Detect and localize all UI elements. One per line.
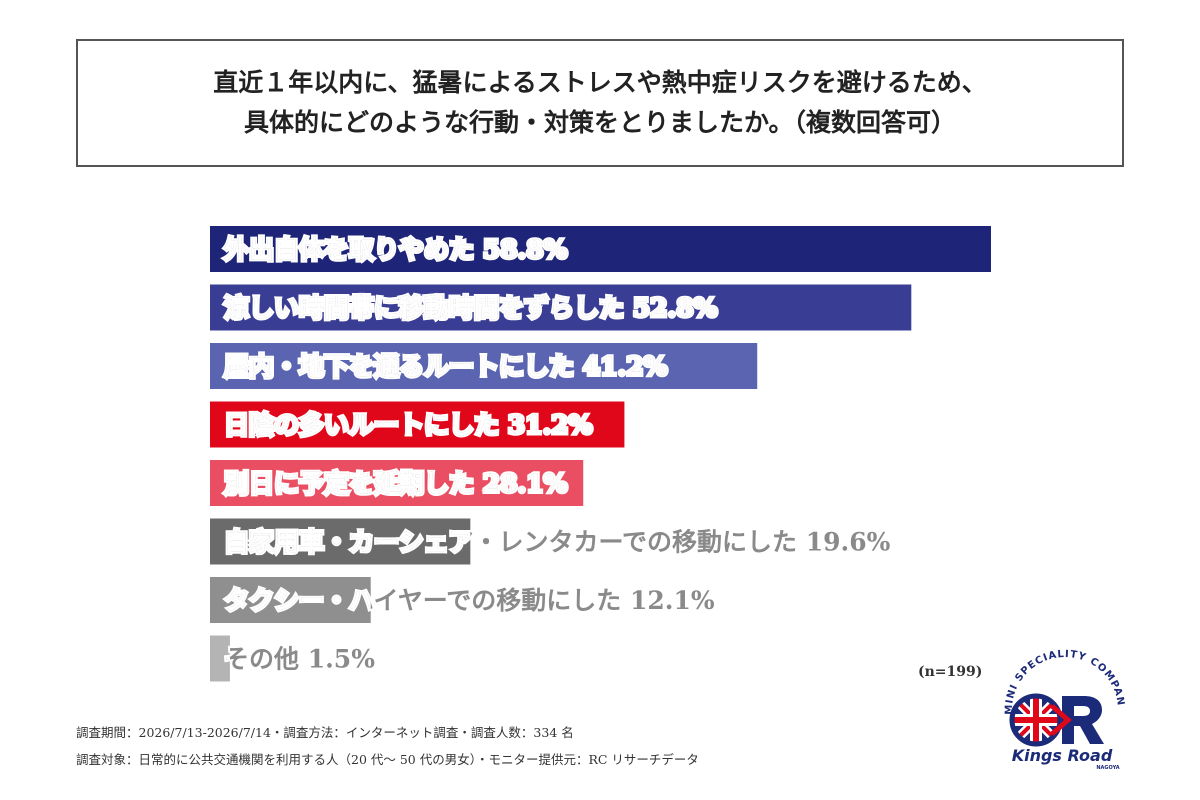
bar-label-inner-2: 涼しい時間帯に移動時間をずらした 52.8%	[224, 294, 718, 323]
bar-6	[210, 518, 471, 565]
bar-label-inner-3: 屋内・地下を通るルートにした 41.2%	[224, 352, 668, 381]
bar-4	[210, 401, 625, 448]
arrow-icon	[1050, 704, 1072, 736]
logo-name: Kings Road	[1012, 746, 1113, 765]
bar-7	[210, 577, 371, 623]
bar-2	[210, 284, 912, 331]
survey-target-note: 調査対象：日常的に公共交通機関を利用する人（20 代～ 50 代の男女）・モニタ…	[76, 752, 699, 767]
bar-label-inner-5: 別日に予定を延期した 28.1%	[224, 469, 568, 498]
bar-label-2: 涼しい時間帯に移動時間をずらした 52.8%	[224, 294, 718, 323]
bar-label-inner-6: 自家用車・カーシェア・レンタカーでの移動にした 19.6%	[224, 528, 891, 557]
bar-label-4: 日陰の多いルートにした 31.2%	[224, 411, 593, 440]
bar-1	[210, 226, 991, 272]
bar-label-3: 屋内・地下を通るルートにした 41.2%	[224, 352, 668, 381]
bar-label-5: 別日に予定を延期した 28.1%	[224, 469, 568, 498]
survey-period-note: 調査期間：2026/7/13-2026/7/14・調査方法：インターネット調査・…	[76, 725, 574, 740]
bar-label-inner-7: タクシー・ハイヤーでの移動にした 12.1%	[224, 586, 715, 615]
bar-label-7: タクシー・ハイヤーでの移動にした 12.1%	[224, 586, 715, 615]
bar-label-inner-4: 日陰の多いルートにした 31.2%	[224, 411, 593, 440]
kings-road-logo: MINI SPECIALITY COMPANY Kings Road NAGOY…	[990, 640, 1126, 771]
question-title-box: 直近１年以内に、猛暑によるストレスや熱中症リスクを避けるため、 具体的にどのよう…	[76, 39, 1124, 167]
letter-r-mark	[1062, 696, 1104, 744]
bar-label-inner-8: その他 1.5%	[224, 645, 375, 674]
bar-5	[210, 460, 584, 506]
bar-8	[210, 635, 230, 682]
logo-sub: NAGOYA	[1096, 765, 1119, 771]
bar-3	[210, 343, 758, 389]
sample-size-note: (n=199)	[918, 664, 983, 680]
bar-label-6: 自家用車・カーシェア・レンタカーでの移動にした 19.6%	[224, 528, 891, 557]
bar-label-1: 外出自体を取りやめた 58.8%	[224, 235, 568, 264]
logo-arc-text: MINI SPECIALITY COMPANY	[990, 640, 1125, 715]
svg-text:MINI SPECIALITY COMPANY: MINI SPECIALITY COMPANY	[990, 640, 1126, 715]
bar-label-inner-1: 外出自体を取りやめた 58.8%	[224, 235, 568, 264]
bar-label-8: その他 1.5%	[224, 645, 375, 674]
question-title-line-1: 直近１年以内に、猛暑によるストレスや熱中症リスクを避けるため、	[213, 68, 987, 97]
question-title-line-2: 具体的にどのような行動・対策をとりましたか。（複数回答可）	[243, 108, 956, 137]
